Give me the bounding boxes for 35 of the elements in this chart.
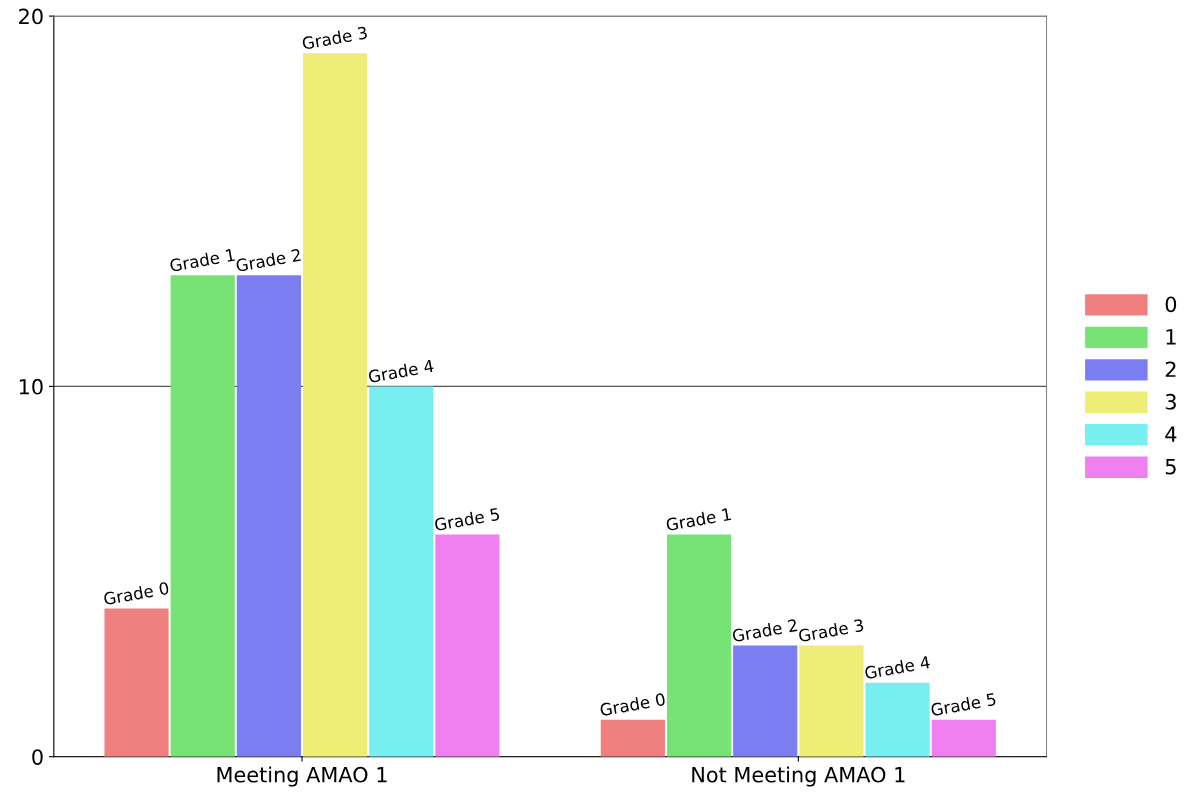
bar xyxy=(302,53,368,757)
bar xyxy=(799,645,864,757)
x-tick-label: Meeting AMAO 1 xyxy=(217,766,387,787)
data-label: Grade 3 xyxy=(798,618,864,643)
data-label: Grade 2 xyxy=(731,618,798,643)
y-tick-label: 10 xyxy=(19,378,43,395)
legend-label: 2 xyxy=(1165,361,1176,377)
x-tick-label: Not Meeting AMAO 1 xyxy=(692,766,905,787)
data-label: Grade 0 xyxy=(103,581,170,606)
bar xyxy=(600,719,665,757)
legend-label: 1 xyxy=(1166,329,1176,345)
data-label: Grade 3 xyxy=(301,25,368,50)
bar xyxy=(865,682,930,757)
data-label: Grade 0 xyxy=(599,692,666,717)
data-label: Grade 4 xyxy=(864,655,931,680)
bar xyxy=(369,386,434,757)
bar xyxy=(931,719,996,757)
bar xyxy=(236,275,301,757)
bar xyxy=(733,645,798,757)
y-tick-label: 0 xyxy=(32,749,43,765)
bar xyxy=(170,275,235,757)
legend-label: 3 xyxy=(1165,393,1176,410)
bar xyxy=(666,534,732,757)
legend-label: 0 xyxy=(1165,296,1177,313)
data-label: Grade 1 xyxy=(169,248,235,272)
data-label: Grade 5 xyxy=(930,692,997,717)
legend-label: 4 xyxy=(1165,426,1177,442)
bar xyxy=(104,608,169,757)
data-label: Grade 2 xyxy=(235,248,301,272)
legend-label: 5 xyxy=(1165,459,1176,475)
data-label: Grade 4 xyxy=(367,359,435,384)
data-label: Grade 5 xyxy=(434,507,500,532)
bar xyxy=(435,534,500,757)
y-tick-label: 20 xyxy=(19,8,43,25)
data-label: Grade 1 xyxy=(665,507,732,532)
